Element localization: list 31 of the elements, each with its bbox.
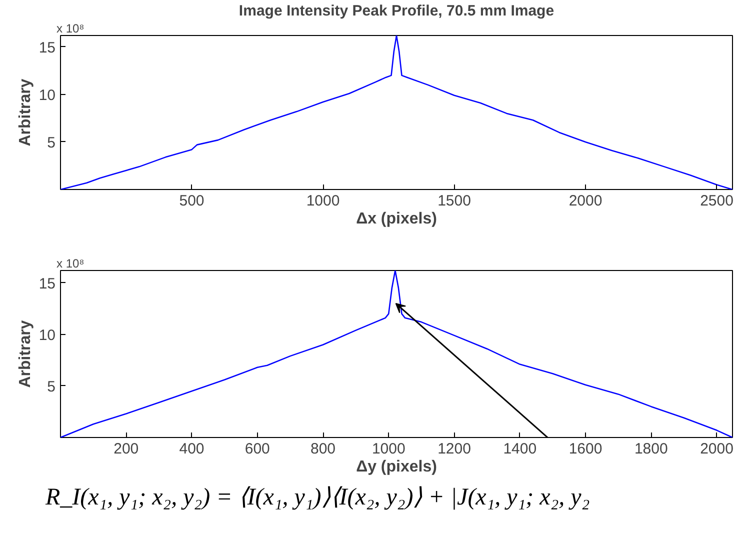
x-axis-title: Δx (pixels)	[356, 210, 437, 228]
x-tick-label: 2000	[568, 192, 602, 210]
annotation: x 10⁸	[56, 22, 84, 36]
x-axis-title: Δy (pixels)	[356, 458, 437, 476]
annotation: R_I(x₁, y₁; x₂, y₂) = ⟨I(x₁, y₁)⟩⟨I(x₂, y₂)⟩ + |J(x₁, y₁; x₂, y₂	[44, 484, 590, 510]
y-axis-title: Arbitrary	[16, 78, 34, 146]
chart-title: Image Intensity Peak Profile, 70.5 mm Image	[238, 2, 554, 20]
x-tick-label: 2500	[700, 192, 734, 210]
y-axis-title: Arbitrary	[16, 320, 34, 388]
x-tick-label: 500	[179, 192, 204, 210]
y-tick-label: 5	[47, 378, 56, 396]
y-tick-label: 15	[38, 275, 56, 292]
x-tick-label: 800	[310, 440, 336, 458]
x-tick-label: 1200	[438, 440, 471, 458]
y-tick-label: 10	[38, 326, 56, 344]
y-tick-label: 10	[38, 86, 56, 104]
line-series	[60, 270, 732, 438]
x-tick-label: 1600	[568, 440, 602, 458]
x-tick-label: 1000	[372, 440, 406, 458]
y-tick-label: 5	[47, 134, 56, 152]
x-tick-label: 400	[179, 440, 204, 458]
x-tick-label: 2000	[700, 440, 734, 458]
x-tick-label: 600	[244, 440, 270, 458]
line-series	[60, 36, 732, 190]
annotation: x 10⁸	[56, 256, 84, 270]
x-tick-label: 200	[114, 440, 139, 458]
x-tick-label: 1000	[306, 192, 340, 210]
x-tick-label: 1500	[438, 192, 471, 210]
x-tick-label: 1400	[503, 440, 537, 458]
x-tick-label: 1800	[634, 440, 668, 458]
y-tick-label: 15	[38, 39, 56, 56]
